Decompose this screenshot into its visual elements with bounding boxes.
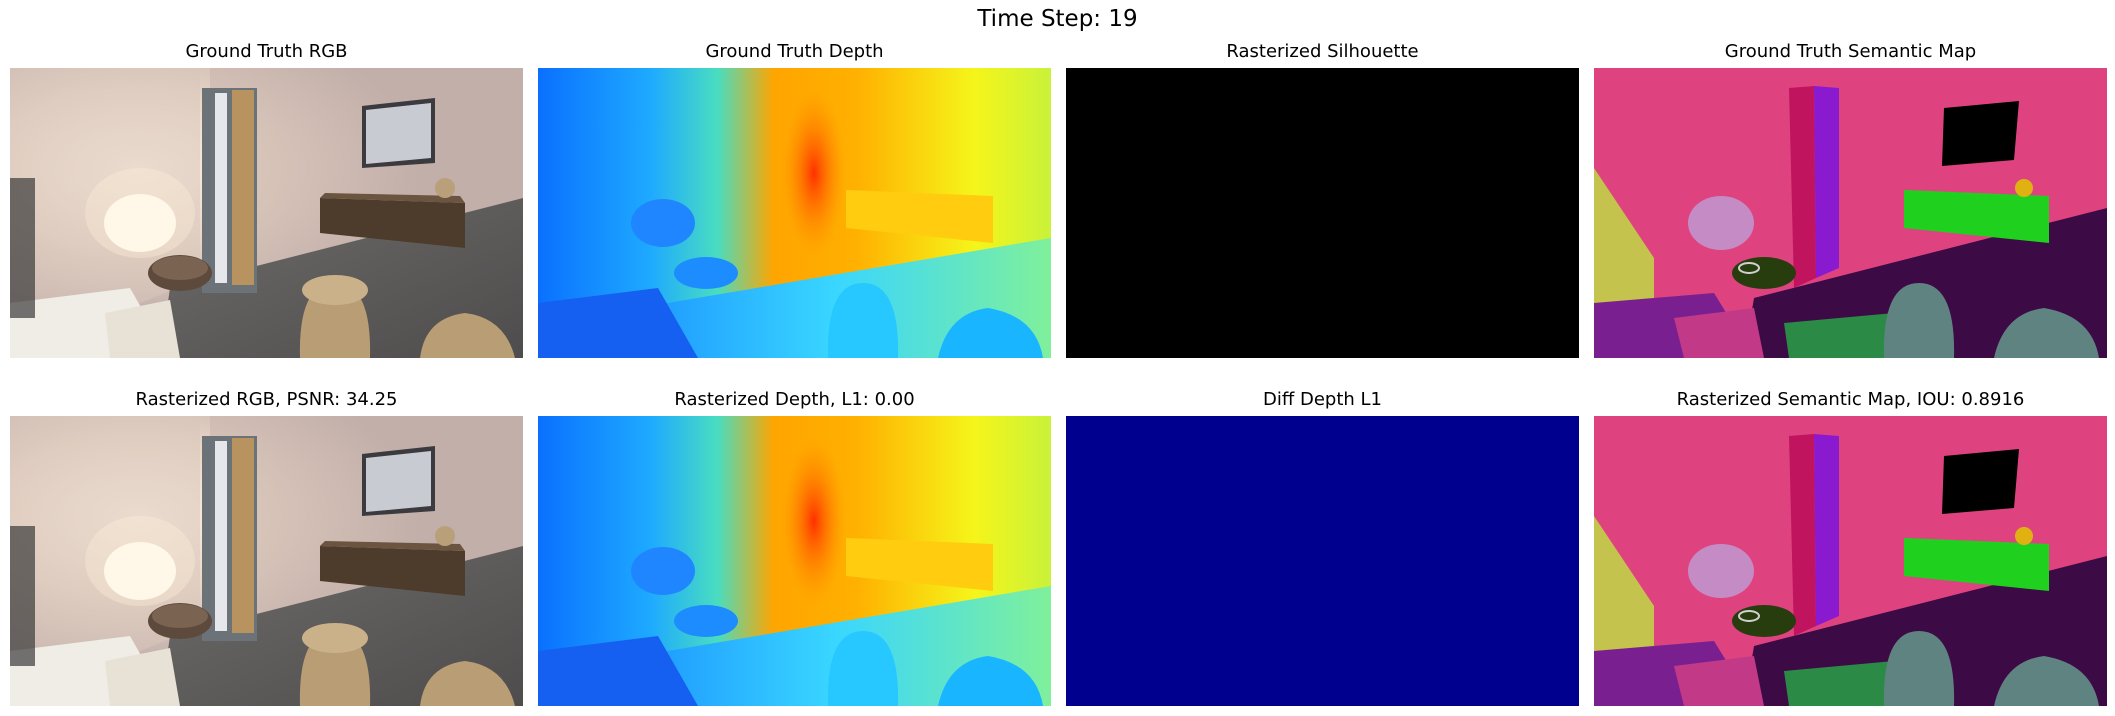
gt-rgb-image [10, 68, 523, 358]
gt-semantic-title: Ground Truth Semantic Map [1724, 41, 1977, 62]
render-depth-title: Rasterized Depth, L1: 0.00 [674, 389, 915, 410]
render-semantic-image [1594, 416, 2107, 706]
silhouette-title: Rasterized Silhouette [1226, 41, 1419, 62]
diff-depth-title: Diff Depth L1 [1262, 389, 1382, 410]
depth-scene [538, 68, 1051, 358]
semantic-scene [1594, 68, 2107, 358]
diff-depth-image [1066, 416, 1579, 706]
render-rgb-title: Rasterized RGB, PSNR: 34.25 [135, 389, 398, 410]
silhouette-image [1066, 68, 1579, 358]
gt-depth-title: Ground Truth Depth [705, 41, 884, 62]
gt-depth-image [538, 68, 1051, 358]
semantic-scene [1594, 416, 2107, 706]
rgb-scene [10, 68, 523, 358]
render-rgb-image [10, 416, 523, 706]
figure-title: Time Step: 19 [977, 6, 1138, 32]
gt-semantic-image [1594, 68, 2107, 358]
render-depth-image [538, 416, 1051, 706]
render-semantic-title: Rasterized Semantic Map, IOU: 0.8916 [1676, 389, 2025, 410]
gt-rgb-title: Ground Truth RGB [185, 41, 348, 62]
depth-scene [538, 416, 1051, 706]
rgb-scene [10, 416, 523, 706]
